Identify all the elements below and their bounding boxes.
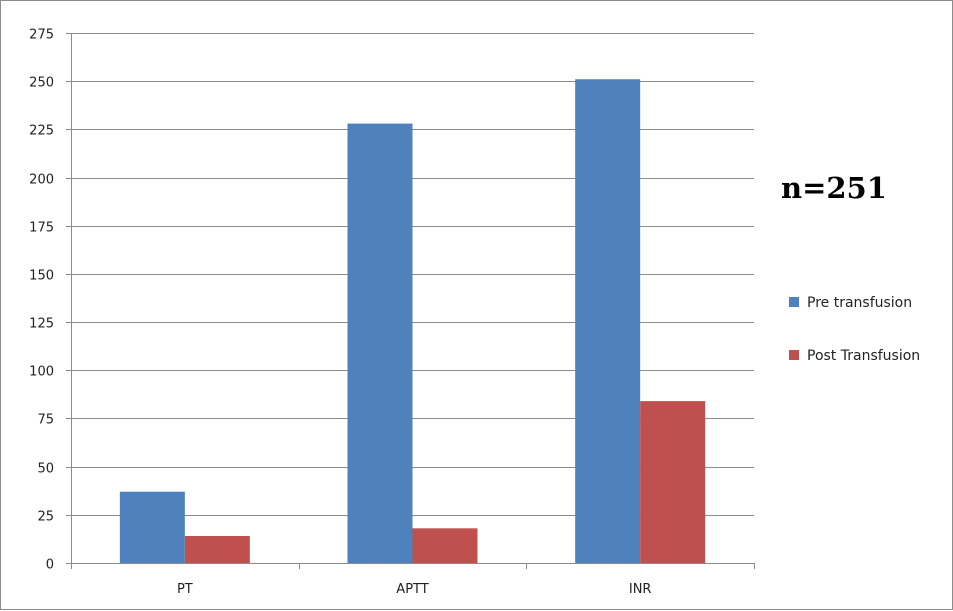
y-tick-labels: 0 25 50 75 100 125 150 175 200 225 250 275 (29, 28, 54, 573)
legend: Pre transfusion Post Transfusion (789, 295, 920, 364)
x-tick-labels: PT APTT INR (177, 582, 652, 597)
y-tick-label: 125 (29, 317, 54, 332)
y-tick-label: 75 (37, 413, 54, 428)
bar-post-transfusion-aptt (412, 528, 478, 563)
x-tick-label: INR (629, 582, 652, 597)
legend-label: Pre transfusion (807, 295, 912, 311)
y-tick-label: 175 (29, 221, 54, 236)
bar-pre-transfusion-inr (575, 79, 641, 563)
y-tick-label: 25 (37, 510, 54, 525)
legend-swatch (789, 297, 799, 307)
y-tick-label: 200 (29, 173, 54, 188)
y-tick-label: 100 (29, 365, 54, 380)
sample-size-annotation: n=251 (781, 171, 887, 205)
y-tick-label: 250 (29, 76, 54, 91)
bar-pre-transfusion-pt (119, 491, 185, 563)
x-tick-label: APTT (396, 582, 428, 597)
y-tick-label: 275 (29, 28, 54, 43)
bars (119, 79, 706, 563)
y-tick-label: 50 (37, 462, 54, 477)
x-tick-label: PT (177, 582, 193, 597)
axes (66, 33, 755, 569)
y-tick-label: 150 (29, 269, 54, 284)
bar-pre-transfusion-aptt (347, 123, 413, 563)
y-tick-label: 0 (46, 558, 54, 573)
bar-post-transfusion-inr (640, 401, 706, 563)
legend-label: Post Transfusion (807, 348, 920, 364)
legend-swatch (789, 350, 799, 360)
bar-post-transfusion-pt (184, 536, 250, 563)
y-tick-label: 225 (29, 124, 54, 139)
